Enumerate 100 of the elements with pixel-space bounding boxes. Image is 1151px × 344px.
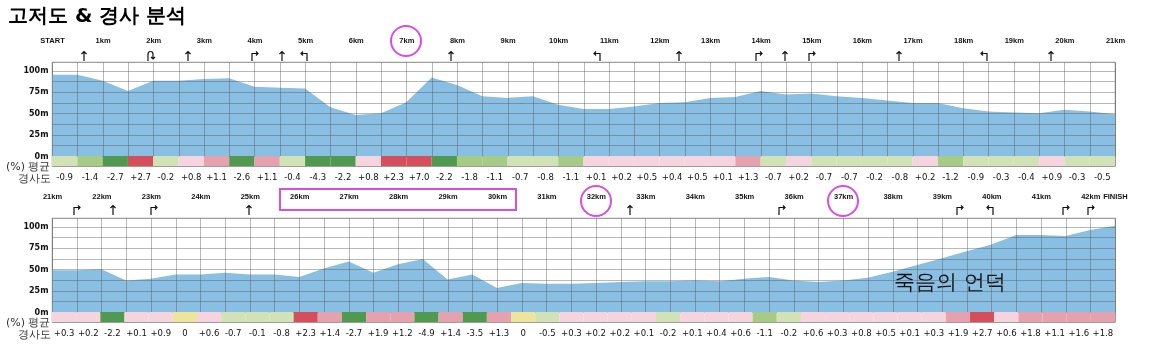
y-tick-label: 0m [34,151,49,161]
y-tick-label: 50m [29,264,49,274]
data-label: -0.1 [249,328,266,338]
data-label: -2.7 [106,172,124,182]
data-label: +7.0 [408,172,430,182]
data-label: -0.9 [56,172,73,182]
data-label: +0.1 [712,172,734,182]
data-label: +1.1 [256,172,278,182]
data-label: +0.8 [851,328,872,338]
y-tick-label: (%) 평균 경사도 [5,160,51,185]
data-label: +0.6 [802,328,824,338]
data-label: +0.4 [706,328,727,338]
data-label: -1.8 [461,172,478,182]
data-label: -2.2 [334,172,352,182]
data-label: +2.7 [971,328,993,338]
data-label: +0.8 [180,172,202,182]
data-label: +1.8 [1092,328,1114,338]
data-label: +1.1 [206,172,227,182]
data-label: +0.6 [995,328,1017,338]
y-tick-label: 50m [29,108,49,118]
data-label: -1.2 [942,172,959,182]
data-label: +0.5 [875,328,896,338]
data-label: -0.4 [1018,172,1035,182]
data-label: -2.2 [104,328,121,338]
data-label: -0.7 [511,172,529,182]
data-label: +0.3 [561,328,582,338]
y-tick-label: 25m [29,130,49,140]
data-label: +1.9 [947,328,969,338]
data-label: -0.2 [780,328,798,338]
data-label: -1.1 [562,172,580,182]
data-label: -2.2 [436,172,453,182]
data-label: +0.1 [585,172,607,182]
y-tick-label: 25m [29,286,49,296]
data-label: +0.2 [788,172,809,182]
data-label: +2.7 [130,172,151,182]
data-label: +0.1 [899,328,920,338]
data-label: -0.5 [1094,172,1111,182]
data-label: +0.3 [923,328,945,338]
annotation: 죽음의 언덕 [894,270,1007,294]
y-tick-label: 0m [34,307,49,317]
data-label: -0.8 [537,172,554,182]
data-label: -0.3 [1068,172,1086,182]
data-label: -0.2 [157,172,175,182]
y-tick-label: 100m [23,222,49,232]
data-label: +2.3 [383,172,404,182]
data-label: +1.3 [737,172,759,182]
data-label: +0.1 [681,328,703,338]
data-label: -0.7 [840,172,858,182]
data-label: -1.4 [81,172,99,182]
data-label: -0.8 [273,328,290,338]
data-label: +0.9 [1041,172,1063,182]
data-label: -0.4 [284,172,301,182]
y-tick-label: 75m [29,243,49,253]
data-label: +0.9 [150,328,172,338]
chart-title: 고저도 & 경사 분석 [8,2,187,29]
data-label: +1.6 [1068,328,1090,338]
data-label: -0.2 [866,172,883,182]
data-label: +2.3 [295,328,316,338]
y-tick-label: 100m [23,66,49,76]
data-label: -3.5 [466,328,484,338]
data-label: -0.9 [967,172,985,182]
data-label: -4.9 [418,328,435,338]
data-label: +0.1 [126,328,147,338]
data-label: +0.6 [198,328,220,338]
data-label: -2.6 [233,172,251,182]
data-label: +0.2 [609,328,631,338]
data-label: -1.1 [486,172,504,182]
data-label: +1.2 [391,328,413,338]
data-label: -4.3 [309,172,327,182]
data-label: +1.9 [367,328,389,338]
data-label: +0.3 [53,328,75,338]
data-label: +1.8 [1020,328,1041,338]
y-tick-label: 75m [29,87,49,97]
data-label: -0.3 [992,172,1010,182]
data-label: -0.7 [224,328,242,338]
data-label: -1.1 [756,328,773,338]
data-label: 0 [520,328,526,338]
data-label: +0.6 [730,328,751,338]
data-label: +0.8 [358,172,379,182]
data-label: +0.2 [611,172,632,182]
data-label: -2.7 [345,328,363,338]
data-label: +1.4 [440,328,461,338]
data-label: 0 [182,328,188,338]
data-label: +0.2 [914,172,936,182]
data-label: +0.5 [687,172,708,182]
data-label: -0.7 [765,172,782,182]
data-label: +0.1 [633,328,655,338]
data-label: -0.5 [538,328,556,338]
data-label: +0.2 [77,328,99,338]
data-label: +1.4 [319,328,341,338]
data-label: -0.8 [891,172,909,182]
data-label: -0.2 [659,328,677,338]
data-label: +0.5 [636,172,658,182]
data-label: +0.3 [826,328,848,338]
data-label: +1.1 [1044,328,1065,338]
data-label: +1.3 [488,328,510,338]
data-label: +0.2 [585,328,606,338]
data-label: -0.7 [815,172,833,182]
y-tick-label: (%) 평균 경사도 [5,316,51,341]
data-label: +0.4 [661,172,683,182]
